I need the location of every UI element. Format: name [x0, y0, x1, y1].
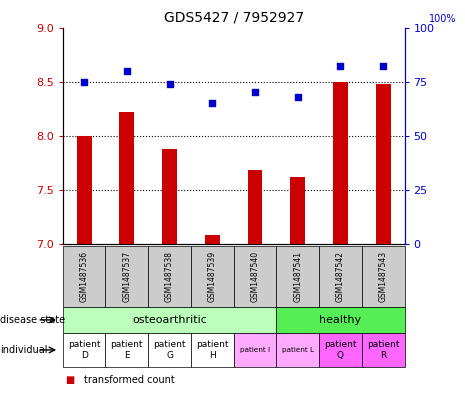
- Text: ■: ■: [65, 375, 74, 386]
- Bar: [333, 81, 348, 244]
- Text: patient
E: patient E: [111, 340, 143, 360]
- Point: [379, 63, 387, 70]
- Text: healthy: healthy: [319, 315, 361, 325]
- Text: disease state: disease state: [0, 315, 65, 325]
- Text: patient L: patient L: [282, 347, 314, 353]
- Bar: [290, 176, 305, 244]
- Bar: [247, 170, 263, 244]
- Text: osteoarthritic: osteoarthritic: [132, 315, 207, 325]
- Point: [294, 94, 301, 100]
- Text: GSM1487542: GSM1487542: [336, 251, 345, 301]
- Text: patient
H: patient H: [196, 340, 229, 360]
- Text: 100%: 100%: [428, 14, 456, 24]
- Bar: [77, 136, 92, 244]
- Point: [123, 68, 131, 74]
- Bar: [162, 149, 177, 244]
- Point: [251, 89, 259, 95]
- Text: GSM1487539: GSM1487539: [208, 250, 217, 302]
- Text: GSM1487538: GSM1487538: [165, 251, 174, 301]
- Text: patient
G: patient G: [153, 340, 186, 360]
- Point: [80, 78, 88, 84]
- Text: patient
Q: patient Q: [324, 340, 357, 360]
- Text: patient
R: patient R: [367, 340, 399, 360]
- Text: GSM1487541: GSM1487541: [293, 251, 302, 301]
- Text: GSM1487540: GSM1487540: [251, 250, 259, 302]
- Bar: [376, 84, 391, 244]
- Text: GSM1487537: GSM1487537: [122, 250, 131, 302]
- Point: [209, 100, 216, 106]
- Text: GSM1487536: GSM1487536: [80, 250, 89, 302]
- Point: [337, 63, 344, 70]
- Text: patient I: patient I: [240, 347, 270, 353]
- Text: individual: individual: [0, 345, 47, 355]
- Bar: [120, 112, 134, 244]
- Bar: [205, 235, 220, 244]
- Text: transformed count: transformed count: [84, 375, 174, 386]
- Text: patient
D: patient D: [68, 340, 100, 360]
- Text: GSM1487543: GSM1487543: [379, 250, 388, 302]
- Title: GDS5427 / 7952927: GDS5427 / 7952927: [164, 11, 304, 25]
- Point: [166, 81, 173, 87]
